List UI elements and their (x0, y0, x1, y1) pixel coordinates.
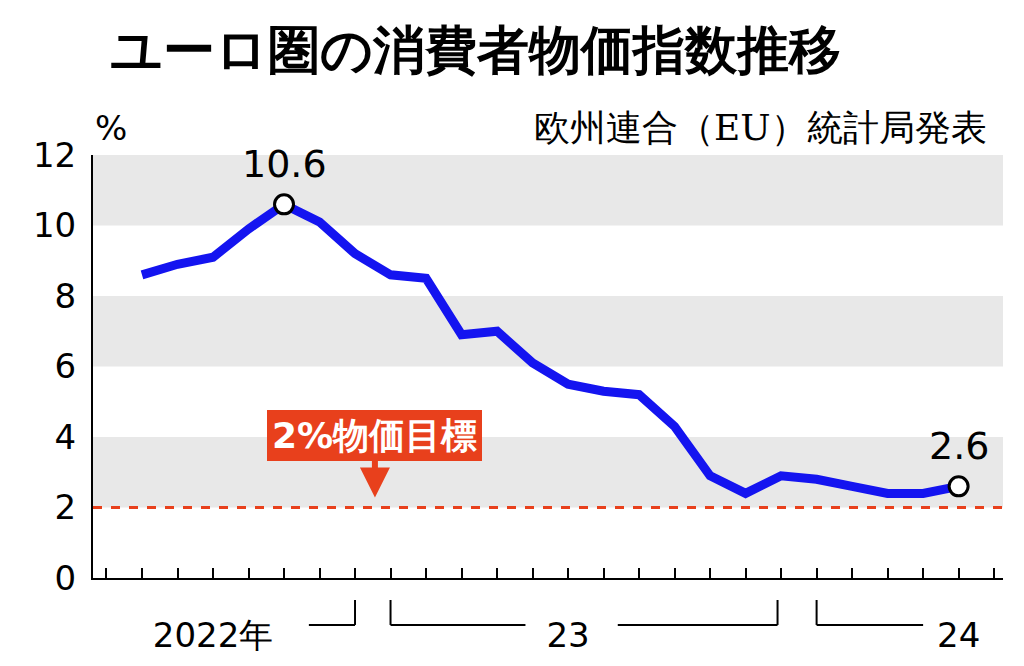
svg-text:8: 8 (55, 276, 77, 316)
svg-text:24: 24 (937, 615, 980, 655)
svg-text:6: 6 (55, 346, 77, 386)
svg-text:12: 12 (33, 135, 76, 175)
svg-text:欧州連合（EU）統計局発表: 欧州連合（EU）統計局発表 (534, 107, 987, 148)
svg-text:2: 2 (55, 487, 77, 527)
svg-text:10: 10 (33, 205, 76, 245)
svg-text:23: 23 (546, 615, 589, 655)
svg-text:10.6: 10.6 (242, 142, 327, 186)
svg-text:4: 4 (55, 417, 77, 457)
svg-text:2%物価目標: 2%物価目標 (272, 415, 477, 456)
svg-text:2.6: 2.6 (929, 424, 989, 468)
svg-text:0: 0 (55, 558, 77, 598)
svg-text:%: % (95, 108, 127, 148)
svg-text:ユーロ圏の消費者物価指数推移: ユーロ圏の消費者物価指数推移 (110, 20, 841, 80)
svg-text:2022年: 2022年 (153, 615, 274, 655)
